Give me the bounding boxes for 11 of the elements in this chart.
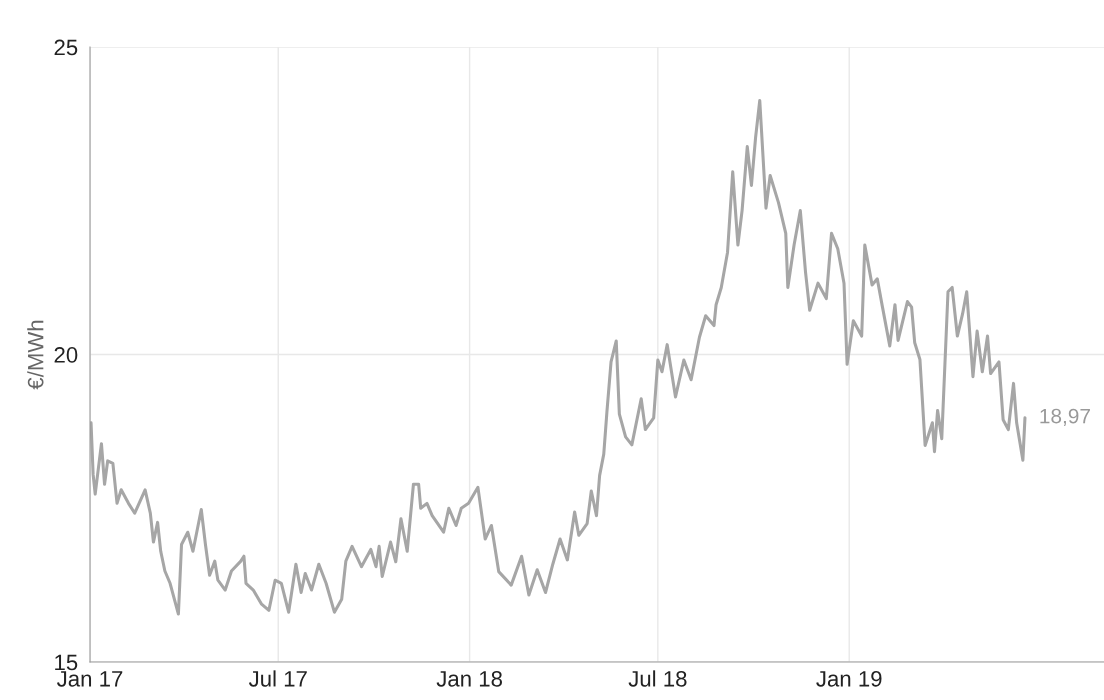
data-label: 18,97 <box>1040 408 1090 426</box>
y-tick-label: 15 <box>55 654 78 671</box>
y-axis-title: €/MWh <box>27 320 44 390</box>
x-tick-label: Jul 18 <box>628 670 687 687</box>
x-tick-label: Jan 19 <box>816 670 882 687</box>
x-tick-label: Jul 17 <box>248 670 307 687</box>
x-tick-label: Jan 18 <box>436 670 502 687</box>
y-tick-label: 20 <box>54 347 78 363</box>
line-series <box>90 98 1027 616</box>
y-tick-label: 25 <box>54 39 78 56</box>
x-tick-label: Jan 17 <box>56 671 123 687</box>
